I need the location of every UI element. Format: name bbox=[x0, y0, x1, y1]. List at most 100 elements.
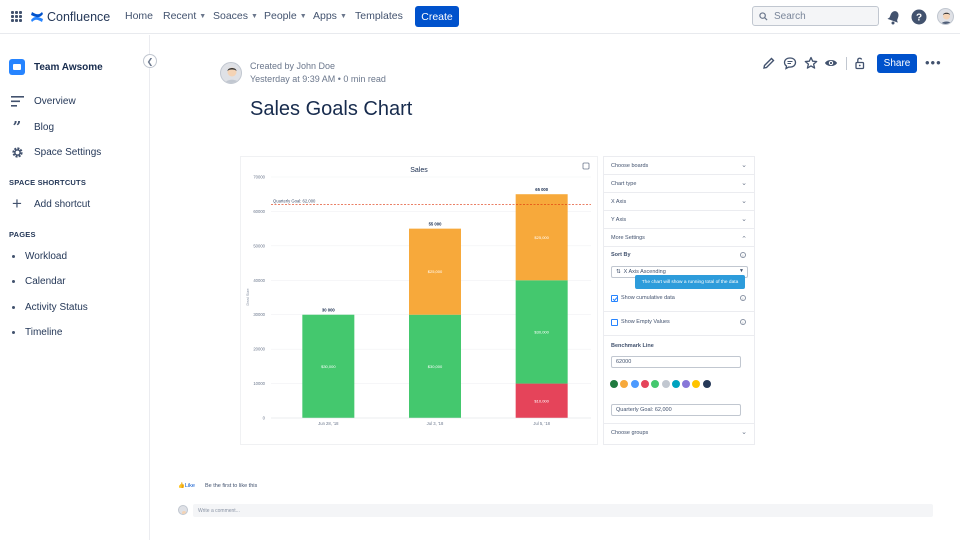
benchmark-text-input[interactable]: Quarterly Goal: 62,000 bbox=[611, 404, 741, 416]
color-swatch[interactable] bbox=[692, 380, 701, 388]
x-tick-label: Jul 5, '18 bbox=[533, 421, 550, 426]
nav-templates[interactable]: Templates bbox=[355, 10, 403, 22]
chevron-down-icon: ⌄ bbox=[741, 180, 747, 187]
benchmark-value-input[interactable]: 62000 bbox=[611, 356, 741, 368]
author-avatar[interactable] bbox=[220, 62, 242, 84]
bar-value-label: $30,000 bbox=[321, 364, 336, 369]
empty-values-checkbox[interactable] bbox=[611, 319, 618, 326]
space-name: Team Awsome bbox=[34, 61, 103, 73]
setting-choose-boards[interactable]: Choose boards ⌄ bbox=[604, 157, 754, 175]
bar-value-label: $25,000 bbox=[534, 235, 549, 240]
author-avatar-icon bbox=[224, 67, 240, 83]
y-tick-label: 40000 bbox=[253, 278, 265, 283]
bar-total-label: 55 000 bbox=[429, 222, 442, 227]
bar-value-label: $25,000 bbox=[428, 269, 443, 274]
setting-label: X Axis bbox=[611, 198, 627, 205]
notifications-icon[interactable] bbox=[886, 9, 902, 25]
bar-value-label: $30,000 bbox=[428, 364, 443, 369]
empty-values-label: Show Empty Values bbox=[621, 319, 670, 325]
bar-value-label: $10,000 bbox=[534, 398, 549, 403]
help-icon[interactable]: ? bbox=[911, 9, 927, 25]
watch-icon[interactable] bbox=[824, 56, 838, 70]
more-actions-icon[interactable]: ••• bbox=[925, 55, 942, 70]
page-tree-item-calendar[interactable]: Calendar bbox=[12, 276, 66, 287]
page-title: Sales Goals Chart bbox=[250, 98, 413, 120]
cumulative-checkbox[interactable] bbox=[611, 295, 618, 302]
y-tick-label: 0 bbox=[263, 416, 266, 421]
export-icon[interactable] bbox=[582, 162, 590, 170]
like-label: Like bbox=[184, 483, 195, 489]
setting-chart-type[interactable]: Chart type ⌄ bbox=[604, 175, 754, 193]
space-header[interactable]: Team Awsome bbox=[9, 59, 103, 75]
like-button[interactable]: 👍Like bbox=[178, 483, 195, 489]
sort-by-label: Sort By bbox=[611, 252, 631, 258]
chevron-up-icon: ⌃ bbox=[741, 236, 747, 243]
color-swatch[interactable] bbox=[640, 380, 649, 388]
search-box[interactable] bbox=[752, 6, 879, 26]
setting-label: Choose boards bbox=[611, 162, 649, 169]
space-shortcuts-heading: SPACE SHORTCUTS bbox=[9, 178, 87, 187]
color-swatch[interactable] bbox=[610, 380, 618, 388]
setting-y-axis[interactable]: Y Axis ⌄ bbox=[604, 211, 754, 229]
y-tick-label: 60000 bbox=[253, 209, 265, 214]
info-icon[interactable]: i bbox=[740, 252, 746, 258]
info-icon[interactable]: i bbox=[740, 319, 746, 325]
benchmark-label: Benchmark Line bbox=[611, 343, 654, 349]
unlock-icon[interactable] bbox=[853, 56, 867, 70]
chevron-down-icon: ▼ bbox=[339, 12, 347, 20]
user-avatar[interactable] bbox=[937, 8, 954, 25]
color-swatch[interactable] bbox=[682, 380, 691, 388]
color-swatch[interactable] bbox=[620, 380, 629, 388]
nav-apps[interactable]: Apps ▼ bbox=[313, 10, 347, 22]
search-input[interactable] bbox=[774, 10, 874, 22]
page-tree-item-activity-status[interactable]: Activity Status bbox=[12, 302, 88, 313]
bullet-icon bbox=[12, 255, 15, 258]
nav-people[interactable]: People ▼ bbox=[264, 10, 307, 22]
sidebar-item-overview[interactable]: Overview bbox=[9, 93, 76, 109]
app-switcher-icon[interactable] bbox=[11, 11, 22, 22]
sidebar-item-blog[interactable]: ” Blog bbox=[9, 118, 54, 136]
comment-input[interactable]: Write a comment... bbox=[193, 504, 933, 517]
cumulative-label: Show cumulative data bbox=[621, 295, 675, 301]
chevron-down-icon: ▼ bbox=[299, 12, 307, 20]
nav-recent[interactable]: Recent ▼ bbox=[163, 10, 206, 22]
color-swatch[interactable] bbox=[651, 380, 660, 388]
sidebar-item-space-settings[interactable]: Space Settings bbox=[9, 144, 101, 160]
page-tree-item-timeline[interactable]: Timeline bbox=[12, 327, 62, 338]
share-button[interactable]: Share bbox=[877, 54, 917, 73]
y-tick-label: 10000 bbox=[253, 381, 265, 386]
nav-people-label: People bbox=[264, 10, 297, 22]
user-avatar-icon bbox=[940, 12, 953, 24]
page-meta: Yesterday at 9:39 AM • 0 min read bbox=[250, 74, 386, 84]
chevron-down-icon: ▼ bbox=[251, 12, 258, 20]
nav-spaces[interactable]: Soaces ▼ bbox=[213, 10, 258, 22]
add-shortcut-button[interactable]: + Add shortcut bbox=[9, 194, 90, 213]
sales-chart: Sales 0 10000 20000 30000 40000 50000 60000 7000… bbox=[245, 162, 591, 426]
confluence-logo-icon bbox=[31, 12, 43, 22]
commenter-avatar-icon bbox=[182, 511, 186, 514]
edit-icon[interactable] bbox=[762, 56, 776, 70]
color-swatch[interactable] bbox=[702, 380, 711, 388]
create-button[interactable]: Create bbox=[415, 6, 459, 27]
star-icon[interactable] bbox=[804, 56, 818, 70]
color-swatch[interactable] bbox=[671, 380, 680, 388]
setting-x-axis[interactable]: X Axis ⌄ bbox=[604, 193, 754, 211]
folder-icon bbox=[9, 59, 25, 75]
comment-icon[interactable] bbox=[783, 56, 797, 70]
bar-segment bbox=[515, 383, 568, 418]
setting-more-settings[interactable]: More Settings ⌃ bbox=[604, 229, 754, 247]
commenter-avatar bbox=[178, 505, 188, 515]
search-icon bbox=[759, 11, 768, 21]
color-swatch[interactable] bbox=[661, 380, 670, 388]
nav-home[interactable]: Home bbox=[125, 10, 153, 22]
setting-choose-groups[interactable]: Choose groups ⌄ bbox=[604, 424, 754, 442]
toolbar-divider bbox=[846, 57, 847, 70]
bar-total-label: 65 000 bbox=[535, 187, 548, 192]
chevron-down-icon: ⌄ bbox=[741, 198, 747, 205]
y-tick-label: 20000 bbox=[253, 347, 265, 352]
color-swatch[interactable] bbox=[630, 380, 639, 388]
info-icon[interactable]: i bbox=[740, 295, 746, 301]
confluence-logo[interactable]: Confluence bbox=[30, 9, 110, 25]
page-tree-item-workload[interactable]: Workload bbox=[12, 251, 67, 262]
collapse-sidebar-button[interactable]: ❮ bbox=[143, 54, 157, 68]
